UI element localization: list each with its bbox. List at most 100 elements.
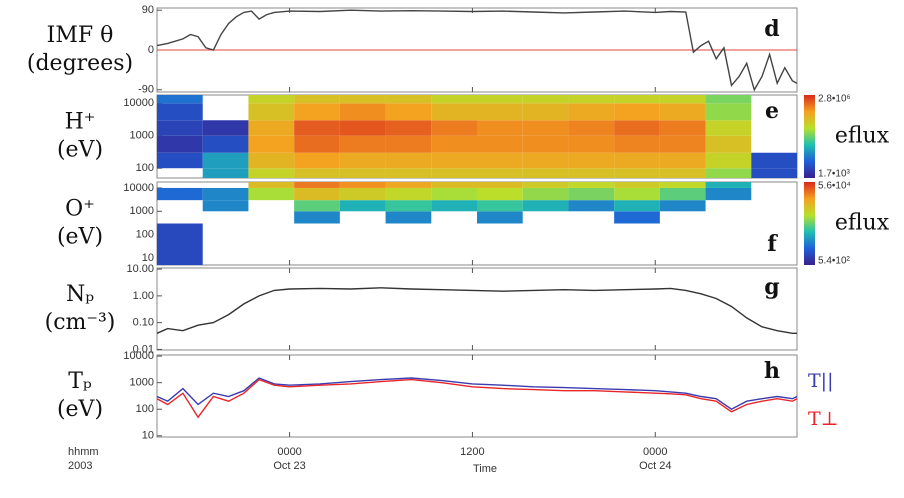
panel-letter: d — [764, 16, 779, 42]
heatmap-cell — [339, 182, 386, 188]
heatmap-cell — [614, 120, 660, 136]
y-tick-label: 1000 — [130, 377, 154, 389]
x-axis-label: Time — [473, 463, 497, 475]
heatmap-cell — [248, 187, 295, 201]
heatmap-cell — [659, 152, 706, 169]
heatmap-cell — [477, 103, 523, 121]
panel-letter: e — [765, 98, 779, 124]
heatmap-cell — [202, 187, 249, 201]
heatmap-cell — [705, 103, 752, 121]
heatmap-cell — [522, 187, 569, 201]
heatmap-cell — [431, 135, 477, 153]
heatmap-cell — [385, 200, 432, 212]
heatmap-cell — [705, 120, 752, 136]
heatmap-cell — [294, 182, 340, 188]
panel-letter: f — [767, 231, 778, 257]
heatmap-cell — [522, 200, 569, 212]
colorbar-tick-label: 1.7•10³ — [818, 169, 851, 180]
colorbar-tick-label: 5.6•10⁴ — [818, 181, 851, 192]
heatmap-cell — [202, 152, 249, 169]
heatmap-cell — [522, 152, 569, 169]
heatmap-cell — [202, 135, 249, 153]
y-axis-label: (eV) — [57, 397, 103, 422]
y-axis-label: O⁺ — [65, 197, 95, 222]
x-tick-label: 0000 — [643, 446, 667, 458]
panel-letter: h — [764, 358, 780, 384]
heatmap-cell — [568, 135, 615, 153]
colorbar-tick-label: 5.4•10² — [818, 256, 851, 267]
heatmap-cell — [477, 120, 523, 136]
heatmap-cell — [294, 135, 340, 153]
heatmap-cell — [477, 211, 523, 224]
heatmap-cell — [614, 211, 660, 224]
colorbar — [804, 182, 815, 265]
heatmap-cell — [294, 120, 340, 136]
colorbar — [804, 95, 815, 178]
heatmap-cell — [248, 135, 295, 153]
heatmap-cell — [477, 168, 523, 178]
heatmap-cell — [659, 120, 706, 136]
heatmap-cell — [477, 135, 523, 153]
legend-entry: T|| — [808, 370, 833, 392]
heatmap-cell — [294, 95, 340, 104]
heatmap-cell — [431, 103, 477, 121]
x-format-label: hhmm — [68, 446, 99, 458]
heatmap-cell — [157, 95, 203, 104]
heatmap-cell — [659, 135, 706, 153]
heatmap-cell — [202, 168, 249, 178]
heatmap-cell — [431, 168, 477, 178]
y-axis-label: (degrees) — [27, 51, 133, 76]
heatmap-cell — [385, 211, 432, 224]
heatmap-cell — [522, 95, 569, 104]
colorbar-tick-label: 2.8•10⁶ — [818, 94, 851, 105]
data-line — [156, 287, 797, 334]
heatmap-cell — [339, 95, 386, 104]
panel-frame — [156, 267, 798, 351]
heatmap-cell — [614, 103, 660, 121]
heatmap-cell — [339, 168, 386, 178]
heatmap-cell — [477, 182, 523, 188]
heatmap-cell — [294, 187, 340, 201]
heatmap-cell — [522, 103, 569, 121]
y-tick-label: 1000 — [130, 130, 154, 142]
y-tick-label: 100 — [136, 403, 154, 415]
legend-entry: T⊥ — [808, 408, 839, 430]
year-label: 2003 — [68, 460, 92, 472]
heatmap-cell — [522, 182, 569, 188]
x-tick-date: Oct 23 — [273, 460, 305, 472]
heatmap-cell — [248, 120, 295, 136]
heatmap-cell — [385, 182, 432, 188]
heatmap-cell — [522, 168, 569, 178]
heatmap-cell — [339, 103, 386, 121]
heatmap-cell — [568, 120, 615, 136]
heatmap-cell — [477, 187, 523, 201]
y-tick-label: 10000 — [123, 182, 154, 194]
heatmap-cell — [751, 152, 797, 169]
heatmap-cell — [431, 187, 477, 201]
y-tick-label: 100 — [136, 162, 154, 174]
heatmap-cell — [705, 187, 752, 201]
heatmap-cell — [522, 135, 569, 153]
heatmap-cell — [294, 152, 340, 169]
heatmap-cell — [339, 200, 386, 212]
heatmap-cell — [705, 135, 752, 153]
heatmap-cell — [568, 200, 615, 212]
heatmap-cell — [659, 200, 706, 212]
heatmap-cell — [248, 95, 295, 104]
heatmap-cell — [157, 187, 203, 201]
heatmap-cell — [385, 95, 432, 104]
panel-frame — [156, 354, 798, 438]
heatmap-cell — [385, 120, 432, 136]
heatmap-cell — [568, 103, 615, 121]
heatmap-cell — [385, 187, 432, 201]
heatmap-cell — [751, 168, 797, 178]
y-tick-label: 0 — [148, 44, 154, 56]
heatmap-cell — [614, 182, 660, 188]
y-axis-label: IMF θ — [47, 23, 114, 48]
y-tick-label: 10 — [142, 430, 154, 442]
heatmap-cell — [614, 152, 660, 169]
heatmap-cell — [659, 182, 706, 188]
heatmap-cell — [614, 168, 660, 178]
heatmap-cell — [477, 200, 523, 212]
